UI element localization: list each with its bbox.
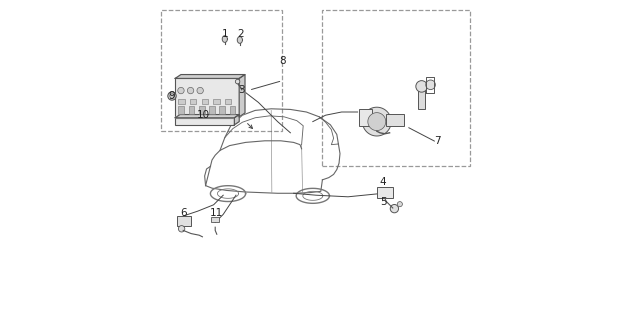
Circle shape	[170, 94, 174, 98]
Bar	[229, 106, 235, 114]
Bar	[219, 106, 225, 114]
Circle shape	[426, 80, 435, 90]
Circle shape	[178, 226, 185, 232]
Circle shape	[168, 92, 176, 100]
Polygon shape	[362, 107, 391, 136]
Polygon shape	[234, 115, 239, 125]
Bar	[322, 10, 470, 166]
Circle shape	[187, 87, 194, 94]
Bar	[178, 99, 185, 104]
Polygon shape	[368, 113, 386, 131]
Bar	[225, 99, 231, 104]
Text: 6: 6	[180, 208, 186, 218]
Text: 3: 3	[238, 84, 245, 95]
Text: 5: 5	[380, 196, 387, 207]
Circle shape	[178, 87, 184, 94]
Bar	[177, 216, 191, 226]
Bar	[178, 106, 184, 114]
Bar	[359, 109, 372, 126]
Polygon shape	[237, 37, 243, 43]
Bar	[190, 99, 197, 104]
Text: 10: 10	[197, 110, 210, 120]
Circle shape	[235, 79, 240, 84]
Bar	[211, 217, 219, 222]
Bar	[418, 90, 425, 109]
Bar	[202, 99, 208, 104]
Polygon shape	[222, 36, 228, 42]
Polygon shape	[175, 75, 245, 78]
Polygon shape	[175, 78, 239, 117]
Circle shape	[398, 202, 403, 207]
Bar	[188, 106, 195, 114]
Bar	[161, 10, 283, 131]
Polygon shape	[175, 118, 234, 125]
Text: 7: 7	[434, 136, 441, 146]
Bar	[209, 106, 215, 114]
Circle shape	[390, 204, 399, 213]
Text: 11: 11	[210, 208, 224, 218]
Bar	[199, 106, 205, 114]
Text: 2: 2	[238, 28, 244, 39]
Bar	[386, 114, 404, 126]
Bar	[213, 99, 219, 104]
Circle shape	[197, 87, 204, 94]
Circle shape	[416, 81, 427, 92]
Text: 1: 1	[221, 28, 228, 39]
Bar	[377, 187, 393, 198]
Text: 8: 8	[279, 56, 286, 66]
Text: 9: 9	[169, 91, 175, 101]
Text: 4: 4	[380, 177, 387, 188]
Polygon shape	[239, 75, 245, 117]
Polygon shape	[175, 115, 239, 118]
